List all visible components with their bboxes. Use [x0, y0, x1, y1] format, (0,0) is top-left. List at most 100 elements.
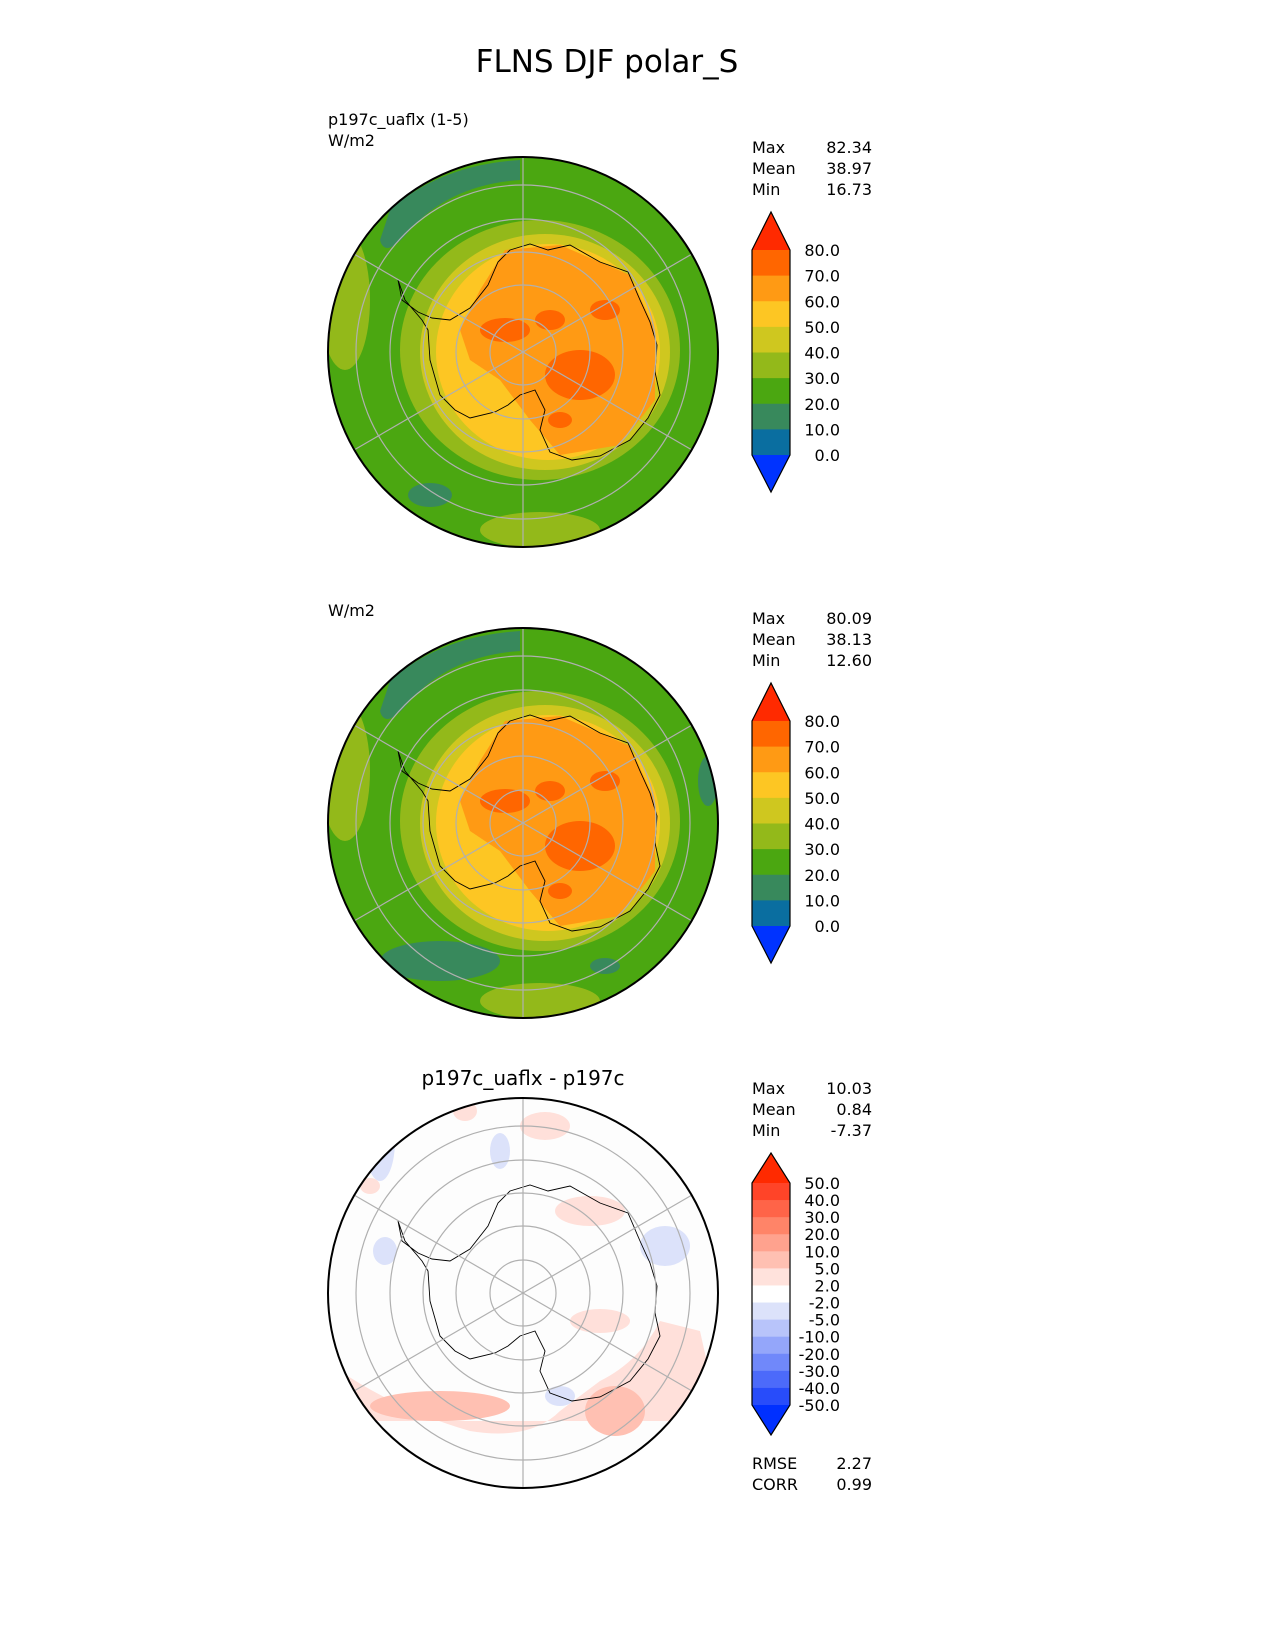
stat-label-min: Min: [752, 180, 780, 199]
colorbar-tick-label: -30.0: [799, 1362, 840, 1381]
colorbar-tick-label: 40.0: [804, 1191, 840, 1210]
colorbar-segment: [752, 1336, 790, 1355]
colorbar-tick-label: -2.0: [809, 1294, 840, 1313]
colorbar-tick-label: -10.0: [799, 1328, 840, 1347]
metric-value-rmse: 2.27: [836, 1454, 872, 1473]
colorbar-segment: [752, 352, 790, 379]
colorbar-outline: [751, 210, 791, 494]
stat-label-max: Max: [752, 138, 785, 157]
panel-1-units: W/m2: [328, 131, 375, 150]
colorbar-segment: [752, 403, 790, 430]
colorbar-tick-label: -20.0: [799, 1345, 840, 1364]
metric-label-corr: CORR: [752, 1475, 798, 1494]
colorbar-segment: [752, 900, 790, 927]
panel-2-boundary: [327, 627, 719, 1019]
colorbar-tick-label: 30.0: [804, 369, 840, 388]
colorbar-extend-max: [752, 683, 790, 721]
stat-label-min: Min: [752, 1121, 780, 1140]
colorbar-segment: [752, 429, 790, 456]
stat-value-mean: 38.13: [826, 630, 872, 649]
colorbar-tick-label: 70.0: [804, 267, 840, 286]
stat-value-min: 16.73: [826, 180, 872, 199]
colorbar-segment: [752, 250, 790, 277]
colorbar-segment: [752, 1370, 790, 1389]
colorbar-tick-label: 2.0: [815, 1276, 840, 1295]
colorbar-tick-label: 60.0: [804, 292, 840, 311]
panel-test: p197c_uaflx (1-5) W/m2: [327, 110, 719, 548]
panel-1-map: [328, 157, 718, 547]
colorbar-segment: [752, 1319, 790, 1338]
colorbar-segment: [752, 746, 790, 773]
stat-value-min: -7.37: [831, 1121, 872, 1140]
colorbar-segment: [752, 1234, 790, 1252]
side-annotations: Max 82.34 Mean 38.97 Min 16.73 80.0 70.0 60.0 50.…: [751, 138, 872, 1494]
stat-value-min: 12.60: [826, 651, 872, 670]
panel-3-title: p197c_uaflx - p197c: [421, 1066, 624, 1090]
colorbar-segment: [752, 1302, 790, 1321]
panel-1-case-label: p197c_uaflx (1-5): [328, 110, 469, 130]
panel-1-boundary: [327, 156, 719, 548]
panel-3-boundary: [327, 1097, 719, 1489]
colorbar-segment: [752, 823, 790, 850]
stat-label-mean: Mean: [752, 630, 796, 649]
colorbar-extend-max: [752, 212, 790, 250]
colorbar-segment: [752, 1285, 790, 1304]
stat-value-max: 80.09: [826, 609, 872, 628]
colorbar-segment: [752, 772, 790, 799]
colorbar-tick-label: 20.0: [804, 1225, 840, 1244]
colorbar-tick-label: 30.0: [804, 1208, 840, 1227]
colorbar-tick-label: 10.0: [804, 1242, 840, 1261]
colorbar-segment: [752, 874, 790, 901]
stat-label-mean: Mean: [752, 159, 796, 178]
colorbar-tick-label: 50.0: [804, 1174, 840, 1193]
metric-value-corr: 0.99: [836, 1475, 872, 1494]
colorbar-outline: [751, 681, 791, 965]
colorbar-tick-label: 50.0: [804, 318, 840, 337]
colorbar-segment: [752, 378, 790, 405]
colorbar-segment: [752, 275, 790, 302]
colorbar-tick-label: -5.0: [809, 1311, 840, 1330]
stat-label-max: Max: [752, 1079, 785, 1098]
panel-reference: W/m2: [327, 601, 719, 1019]
colorbar-tick-label: 50.0: [804, 789, 840, 808]
colorbar-tick-label: 30.0: [804, 840, 840, 859]
colorbar-tick-label: 40.0: [804, 344, 840, 363]
stat-label-min: Min: [752, 651, 780, 670]
stat-label-max: Max: [752, 609, 785, 628]
stat-value-mean: 38.97: [826, 159, 872, 178]
colorbar-tick-label: 70.0: [804, 738, 840, 757]
colorbar-segment: [752, 1251, 790, 1269]
stat-label-mean: Mean: [752, 1100, 796, 1119]
colorbar-segment: [752, 1268, 790, 1286]
colorbar-extend-min: [752, 455, 790, 492]
colorbar-tick-label: 40.0: [804, 815, 840, 834]
colorbar-tick-label: -50.0: [799, 1396, 840, 1415]
colorbar-segment: [752, 1183, 790, 1201]
colorbar-tick-label: 0.0: [815, 917, 840, 936]
colorbar-tick-label: -40.0: [799, 1379, 840, 1398]
colorbar-segment: [752, 1200, 790, 1218]
stat-value-mean: 0.84: [836, 1100, 872, 1119]
colorbar-segment: [752, 1353, 790, 1372]
colorbar-extend-min: [752, 1405, 790, 1435]
colorbar-tick-label: 10.0: [804, 420, 840, 439]
colorbar-extend-max: [752, 1153, 790, 1183]
colorbar-extend-min: [752, 926, 790, 963]
figure-title: FLNS DJF polar_S: [476, 44, 739, 80]
panel-2-units: W/m2: [328, 601, 375, 620]
colorbar-tick-label: 20.0: [804, 395, 840, 414]
colorbar-tick-label: 60.0: [804, 763, 840, 782]
colorbar-tick-label: 0.0: [815, 446, 840, 465]
stat-value-max: 10.03: [826, 1079, 872, 1098]
stat-value-max: 82.34: [826, 138, 872, 157]
colorbar-tick-label: 5.0: [815, 1259, 840, 1278]
colorbar-segment: [752, 797, 790, 824]
colorbar-segment: [752, 721, 790, 748]
colorbar-segment: [752, 849, 790, 876]
panel-2-map: [328, 628, 718, 1018]
colorbar-segment: [752, 301, 790, 328]
colorbar-tick-label: 80.0: [804, 241, 840, 260]
colorbar-tick-label: 80.0: [804, 712, 840, 731]
panel-difference: p197c_uaflx - p197c: [327, 1066, 719, 1489]
